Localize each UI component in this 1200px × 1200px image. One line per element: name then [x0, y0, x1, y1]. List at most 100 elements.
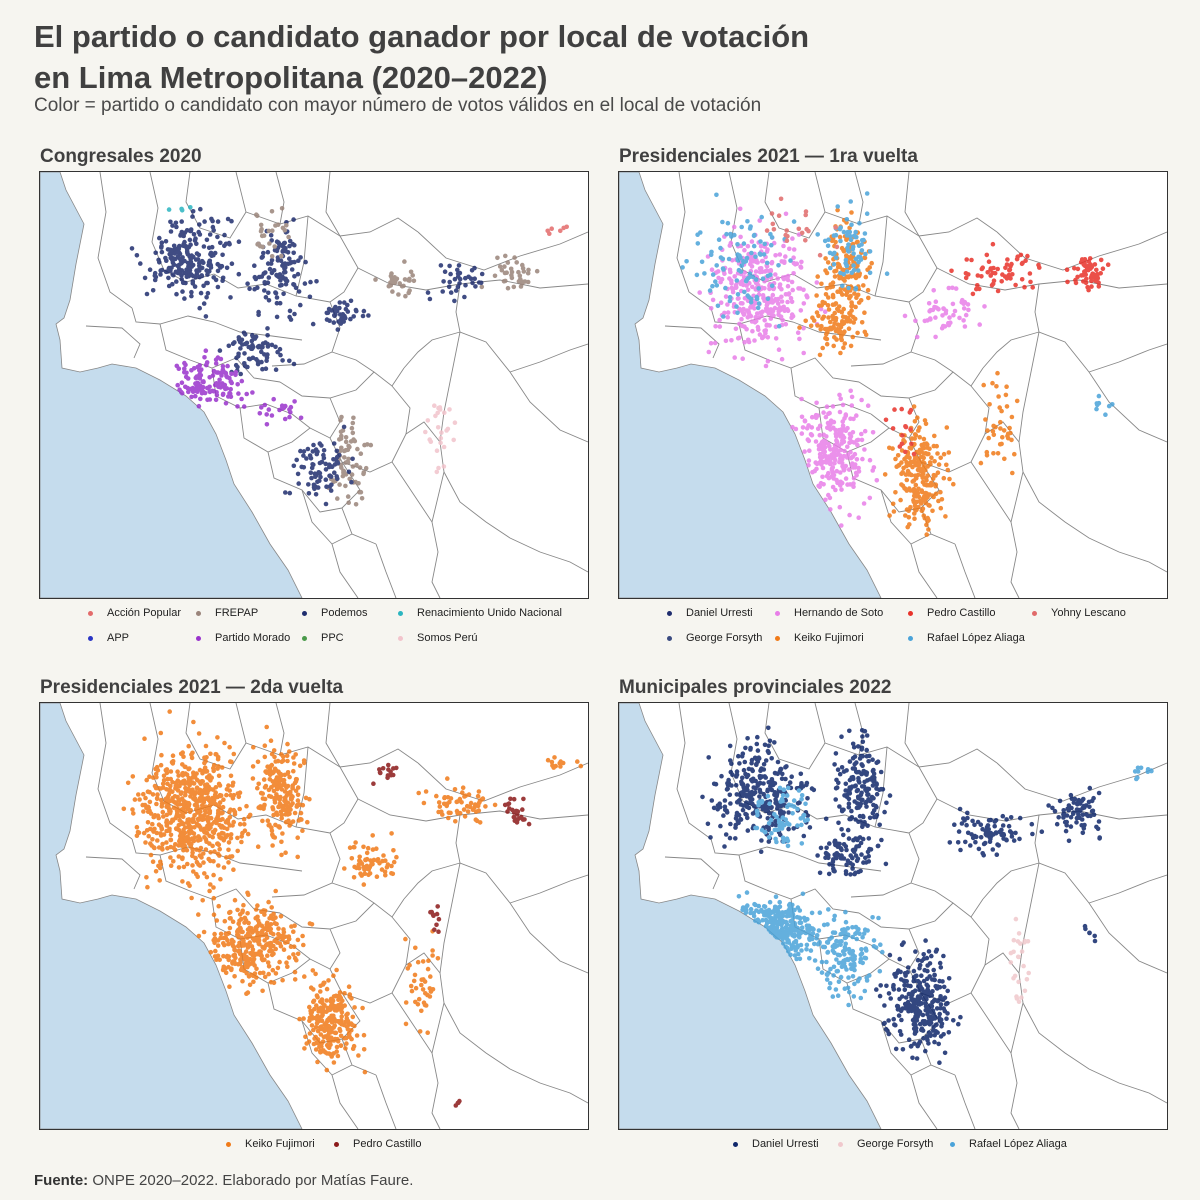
polling-place-dot: [240, 908, 245, 913]
polling-place-dot: [818, 306, 824, 312]
polling-place-dot: [502, 802, 508, 808]
polling-place-dot: [854, 413, 859, 418]
district-boundary: [275, 172, 285, 225]
polling-place-dot: [173, 826, 179, 831]
polling-place-dot: [887, 952, 893, 958]
polling-place-dot: [170, 799, 176, 804]
polling-place-dot: [747, 271, 753, 276]
polling-place-dot: [247, 940, 253, 945]
polling-place-dot: [288, 944, 294, 949]
legend-item: Rafael López Aliaga: [908, 632, 1025, 644]
polling-place-dot: [552, 755, 557, 760]
polling-place-dot: [160, 841, 165, 847]
polling-place-dot: [195, 803, 200, 809]
polling-place-dot: [342, 455, 347, 460]
polling-place-dot: [870, 775, 875, 780]
polling-place-dot: [768, 783, 773, 789]
polling-place-dot: [944, 425, 950, 430]
polling-place-dot: [121, 806, 127, 812]
polling-place-dot: [268, 738, 274, 743]
polling-place-dot: [713, 279, 718, 284]
polling-place-dot: [745, 736, 750, 741]
polling-place-dot: [287, 823, 292, 828]
polling-place-dot: [187, 268, 193, 273]
polling-place-dot: [236, 239, 242, 244]
polling-place-dot: [775, 276, 781, 281]
polling-place-dot: [1007, 267, 1013, 272]
polling-place-dot: [437, 804, 443, 809]
polling-place-dot: [223, 241, 229, 247]
polling-place-dot: [777, 769, 783, 774]
polling-place-dot: [800, 425, 806, 430]
polling-place-dot: [255, 918, 261, 923]
polling-place-dot: [264, 358, 269, 363]
polling-place-dot: [323, 501, 329, 507]
polling-place-dot: [274, 785, 280, 790]
polling-place-dot: [194, 271, 200, 277]
polling-place-dot: [307, 1031, 313, 1036]
polling-place-dot: [221, 941, 226, 946]
polling-place-dot: [202, 871, 207, 876]
polling-place-dot: [191, 719, 196, 725]
polling-place-dot: [196, 252, 202, 258]
polling-place-dot: [714, 263, 719, 268]
polling-place-dot: [255, 359, 261, 364]
polling-place-dot: [250, 390, 255, 395]
polling-place-dot: [823, 816, 829, 822]
polling-place-dot: [903, 449, 908, 455]
polling-place-dot: [831, 476, 836, 481]
polling-place-dot: [921, 464, 927, 469]
polling-place-dot: [164, 818, 170, 823]
polling-place-dot: [773, 336, 779, 341]
polling-place-dot: [283, 850, 288, 855]
polling-place-dot: [779, 294, 784, 300]
polling-place-dot: [1081, 262, 1087, 267]
polling-place-dot: [762, 298, 767, 303]
polling-place-dot: [158, 272, 163, 277]
polling-place-dot: [277, 959, 282, 965]
polling-place-dot: [256, 274, 262, 280]
district-boundary: [295, 746, 309, 828]
polling-place-dot: [847, 512, 852, 518]
district-boundary: [375, 1074, 397, 1129]
polling-place-dot: [174, 291, 179, 297]
polling-place-dot: [758, 239, 763, 244]
polling-place-dot: [291, 250, 296, 256]
polling-place-dot: [835, 204, 840, 209]
polling-place-dot: [174, 363, 180, 369]
polling-place-dot: [240, 965, 245, 970]
polling-place-dot: [859, 790, 864, 796]
polling-place-dot: [786, 810, 791, 815]
polling-place-dot: [258, 222, 264, 228]
polling-place-dot: [913, 1000, 918, 1006]
polling-place-dot: [831, 472, 837, 478]
polling-place-dot: [273, 223, 278, 228]
polling-place-dot: [748, 797, 754, 803]
polling-place-dot: [910, 464, 915, 470]
polling-place-dot: [736, 753, 741, 759]
polling-place-dot: [215, 735, 220, 740]
polling-place-dot: [315, 1028, 321, 1034]
polling-place-dot: [799, 230, 805, 236]
polling-place-dot: [815, 274, 820, 279]
polling-place-dot: [913, 949, 918, 954]
polling-place-dot: [764, 249, 770, 254]
polling-place-dot: [374, 874, 380, 879]
polling-place-dot: [738, 802, 744, 807]
polling-place-dot: [314, 1003, 319, 1008]
polling-place-dot: [883, 861, 889, 867]
polling-place-dot: [1013, 282, 1018, 288]
polling-places: [700, 725, 1154, 1065]
polling-place-dot: [190, 279, 196, 284]
polling-place-dot: [346, 469, 352, 475]
polling-place-dot: [1014, 398, 1020, 404]
polling-place-dot: [276, 804, 281, 810]
polling-place-dot: [766, 725, 771, 731]
polling-place-dot: [923, 989, 929, 994]
polling-place-dot: [816, 303, 822, 308]
polling-place-dot: [271, 396, 276, 402]
polling-place-dot: [168, 855, 173, 860]
district-boundary: [982, 331, 1040, 369]
polling-place-dot: [840, 267, 845, 272]
polling-place-dot: [772, 781, 778, 786]
